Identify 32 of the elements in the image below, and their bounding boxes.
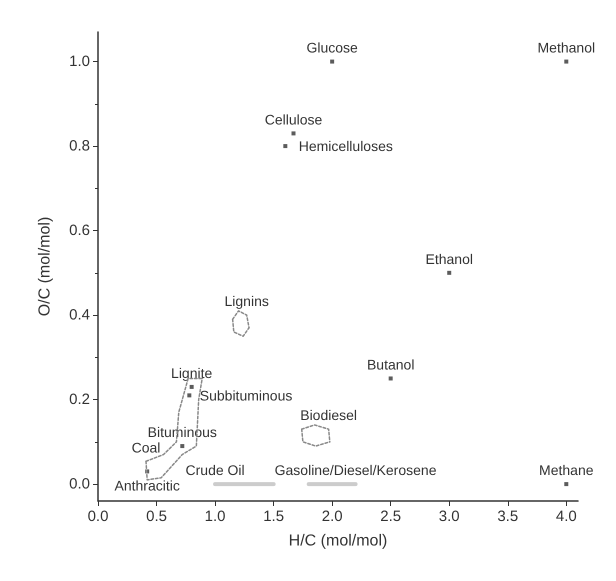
annotation: Lignins — [224, 293, 269, 310]
annotation: Butanol — [366, 356, 414, 372]
annotation: Methanol — [537, 40, 596, 56]
x-tick-label: 0.5 — [146, 508, 167, 525]
x-tick-label: 4.0 — [556, 508, 577, 525]
x-axis-title: H/C (mol/mol) — [288, 532, 388, 550]
x-tick-label: 2.0 — [322, 508, 343, 525]
annotation: Cellulose — [264, 111, 323, 128]
annotation: Ethanol — [425, 250, 473, 267]
x-tick-label: 3.5 — [497, 508, 518, 525]
x-tick-label: 0.0 — [88, 508, 108, 525]
y-tick-label: 1.0 — [69, 53, 90, 70]
annotation: Methane — [539, 462, 594, 478]
annotation: Coal — [132, 439, 160, 456]
annotation: Subbituminous — [200, 387, 292, 404]
annotation: Gasoline/Diesel/Kerosene — [274, 462, 437, 478]
annotation: Glucose — [306, 40, 358, 56]
y-tick-label: 0.6 — [69, 222, 90, 240]
x-tick-label: 1.5 — [263, 508, 284, 525]
y-tick-label: 0.4 — [69, 306, 90, 324]
annotation: Anthracitic — [114, 477, 180, 494]
x-tick-label: 2.5 — [380, 508, 402, 525]
x-tick-label: 1.0 — [204, 508, 226, 525]
x-tick-label: 3.0 — [438, 508, 460, 525]
y-tick-label: 0.0 — [69, 476, 90, 493]
annotation: Biodiesel — [300, 407, 358, 424]
y-axis-title: O/C (mol/mol) — [36, 216, 54, 316]
y-tick-label: 0.2 — [69, 391, 90, 408]
annotation: Crude Oil — [186, 462, 245, 478]
annotation: Lignite — [171, 364, 212, 381]
y-tick-label: 0.8 — [69, 138, 90, 155]
annotation: Hemicelluloses — [298, 138, 393, 154]
